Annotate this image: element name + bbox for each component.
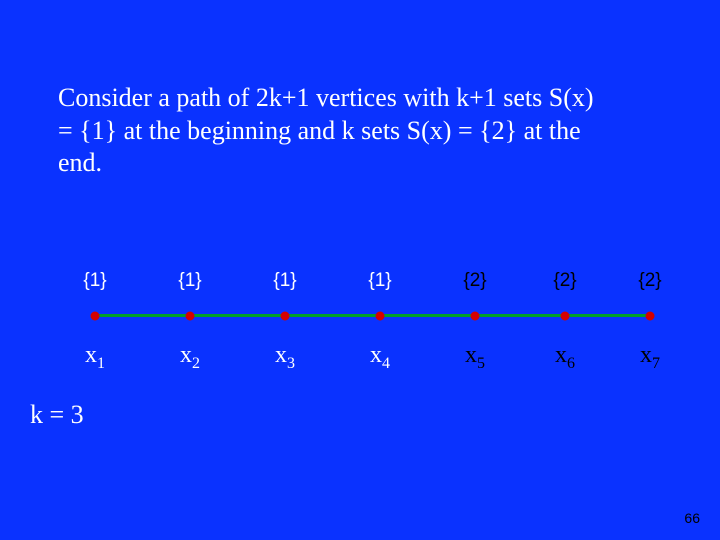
vertex-label: x6 <box>555 342 575 373</box>
vertex-dot <box>471 311 480 320</box>
vertex-label: x4 <box>370 342 390 373</box>
vertex-dot <box>561 311 570 320</box>
set-label: {1} <box>83 270 106 292</box>
set-label: {2} <box>553 270 576 292</box>
k-value-label: k = 3 <box>30 400 84 430</box>
vertex-label: x2 <box>180 342 200 373</box>
vertex-label: x7 <box>640 342 660 373</box>
vertex-label: x1 <box>85 342 105 373</box>
vertex-dot <box>186 311 195 320</box>
vertex-dot <box>281 311 290 320</box>
set-label: {2} <box>638 270 661 292</box>
description-text: Consider a path of 2k+1 vertices with k+… <box>58 82 598 180</box>
vertex-dot <box>646 311 655 320</box>
set-label: {1} <box>368 270 391 292</box>
set-label: {2} <box>463 270 486 292</box>
path-diagram: {1}{1}{1}{1}{2}{2}{2}x1x2x3x4x5x6x7 <box>80 260 650 380</box>
set-label: {1} <box>273 270 296 292</box>
page-number: 66 <box>684 510 700 526</box>
vertex-label: x5 <box>465 342 485 373</box>
vertex-dot <box>91 311 100 320</box>
vertex-label: x3 <box>275 342 295 373</box>
vertex-dot <box>376 311 385 320</box>
set-label: {1} <box>178 270 201 292</box>
